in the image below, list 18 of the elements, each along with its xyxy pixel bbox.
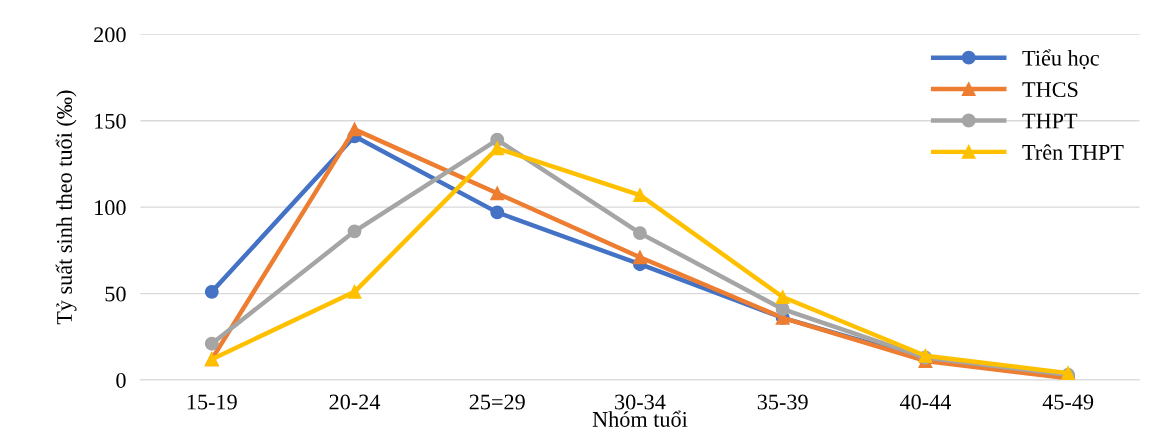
x-tick-label: 30-34	[615, 394, 666, 410]
legend-label: Trên THPT	[1022, 144, 1124, 160]
y-axis-title: Tỷ suất sinh theo tuổi (‰)	[55, 90, 77, 325]
x-tick-label: 40-44	[899, 394, 951, 410]
x-tick-label: 25=29	[469, 394, 525, 410]
legend-label: THCS	[1022, 82, 1078, 98]
x-tick-label: 45-49	[1042, 394, 1094, 410]
x-tick-label: 20-24	[329, 394, 381, 410]
y-tick-label: 0	[116, 372, 126, 388]
x-tick-label: 35-39	[757, 394, 808, 410]
legend-label: THPT	[1022, 113, 1078, 129]
y-tick-label: 150	[95, 113, 126, 129]
legend-label: Tiểu học	[1022, 49, 1099, 70]
y-tick-label: 100	[95, 200, 126, 216]
x-tick-label: 15-19	[187, 394, 237, 410]
y-tick-label: 200	[94, 27, 126, 43]
y-tick-label: 50	[105, 286, 126, 302]
x-axis-title: Nhóm tuổi	[592, 410, 688, 427]
